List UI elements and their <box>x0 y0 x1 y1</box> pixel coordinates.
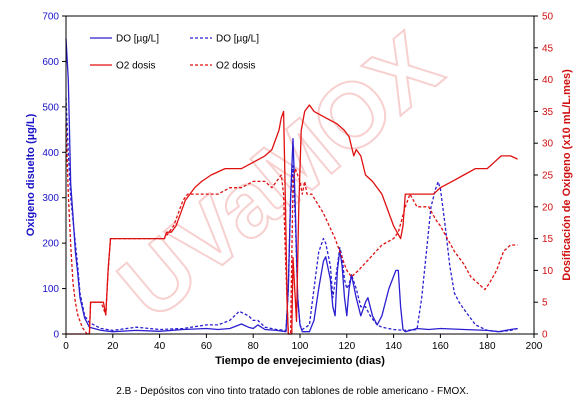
x-tick-label: 120 <box>338 341 355 352</box>
y-left-tick-label: 500 <box>42 102 59 113</box>
series-layer <box>65 38 518 335</box>
y-right-tick-label: 0 <box>542 330 548 341</box>
y-left-tick-label: 0 <box>53 330 59 341</box>
y-right-tick-label: 45 <box>542 43 554 54</box>
figure-caption: 2.B - Depósitos con vino tinto tratado c… <box>116 386 469 397</box>
x-tick-label: 160 <box>432 341 449 352</box>
x-tick-label: 140 <box>385 341 402 352</box>
y-right-tick-label: 50 <box>542 12 554 23</box>
y-left-axis-label: Oxigeno disuelto (µg/L) <box>25 113 37 236</box>
y-left-tick-label: 200 <box>42 239 59 250</box>
y-left-tick-label: 100 <box>42 284 59 295</box>
y-right-tick-label: 15 <box>542 234 554 245</box>
y-right-tick-label: 40 <box>542 75 554 86</box>
series-line-4 <box>65 124 518 335</box>
y-right-axis-label: Dosificación de Oxigeno (x10 mL/L.mes) <box>561 69 573 281</box>
legend-label-2: DO [µg/L] <box>216 34 259 45</box>
x-tick-label: 80 <box>248 341 260 352</box>
x-tick-label: 100 <box>292 341 309 352</box>
x-tick-label: 180 <box>479 341 496 352</box>
series-line-3 <box>66 104 518 335</box>
axes: 0 20 40 60 80 100 120 140 160 180 2000100200300400… <box>25 12 573 368</box>
y-left-tick-label: 400 <box>42 148 59 159</box>
series-line-2 <box>65 97 518 333</box>
y-right-tick-label: 25 <box>542 171 554 182</box>
legend-label-3: O2 dosis <box>116 61 155 72</box>
legend: DO [µg/L] DO [µg/L] O2 dosis O2 dosis <box>90 34 259 72</box>
legend-label-1: DO [µg/L] <box>116 34 159 45</box>
x-axis-label: Tiempo de envejecimiento (dias) <box>215 355 385 367</box>
y-right-tick-label: 35 <box>542 107 554 118</box>
x-tick-label: 20 <box>107 341 119 352</box>
y-right-tick-label: 10 <box>542 266 554 277</box>
x-tick-label: 200 <box>526 341 543 352</box>
y-left-tick-label: 300 <box>42 193 59 204</box>
legend-label-4: O2 dosis <box>216 61 255 72</box>
x-tick-label: 60 <box>201 341 213 352</box>
series-line-1 <box>65 38 518 333</box>
y-right-tick-label: 5 <box>542 298 548 309</box>
x-tick-label: 40 <box>154 341 166 352</box>
y-left-tick-label: 700 <box>42 12 59 23</box>
y-right-tick-label: 20 <box>542 202 554 213</box>
y-right-tick-label: 30 <box>542 139 554 150</box>
y-left-tick-label: 600 <box>42 57 59 68</box>
x-tick-label: 0 <box>63 341 69 352</box>
